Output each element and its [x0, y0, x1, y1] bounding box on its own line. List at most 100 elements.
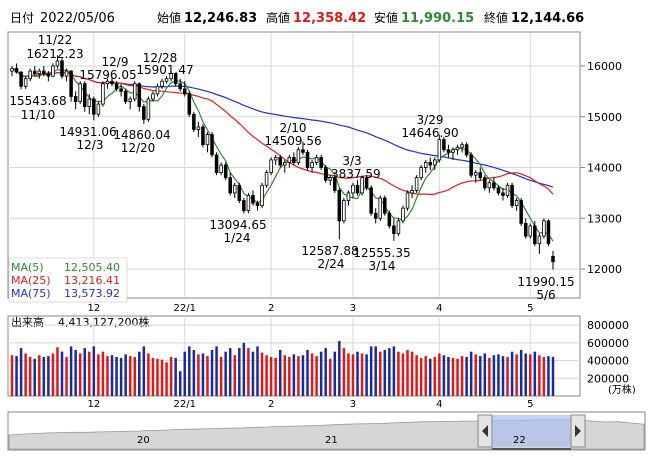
candle-body [505, 184, 510, 196]
volume-bar [242, 342, 246, 396]
high-value: 12,358.42 [293, 11, 366, 26]
volume-bar [383, 349, 387, 396]
candle-body [42, 70, 46, 75]
volume-bar [124, 354, 127, 396]
candle-body [28, 70, 32, 80]
legend-ma5-value: 12,505.40 [64, 261, 120, 274]
volume-bar [74, 349, 77, 396]
volume-bar [415, 355, 418, 396]
candle-body [214, 154, 219, 174]
candle-body [460, 144, 464, 148]
candle-body [305, 151, 310, 168]
candle-body [328, 177, 332, 181]
candle-body [132, 83, 137, 100]
volume-bar [338, 341, 341, 396]
header-bar: 日付 2022/05/06 始値 12,246.83 高値 12,358.42 … [10, 10, 584, 26]
volume-bar [288, 357, 291, 396]
candle-body [383, 197, 387, 214]
annotation-label: 12/3 [77, 138, 104, 152]
volume-bar [69, 346, 73, 396]
volume-label: 出来高 [11, 315, 44, 329]
candle-body [405, 192, 410, 209]
candle-body [101, 83, 105, 105]
candle-body [164, 78, 169, 82]
navigator-right-handle[interactable] [570, 414, 586, 448]
candle-body [369, 187, 373, 214]
close-value: 12,144.66 [511, 11, 584, 26]
volume-bar [215, 346, 218, 396]
volume-bar [224, 351, 227, 396]
navigator-selection[interactable] [492, 415, 571, 447]
candle-body [414, 177, 419, 191]
volume-bar [306, 349, 309, 396]
candle-body [501, 192, 505, 196]
annotation-label: 14646.90 [401, 126, 458, 140]
legend-ma25-value: 13,216.41 [64, 274, 120, 287]
candle-body [273, 156, 278, 161]
price-x-axis: 12 22/1 2 3 4 5 [87, 303, 533, 314]
volume-bar [88, 351, 91, 396]
ma25-line [11, 67, 554, 196]
annotation-label: 2/24 [318, 257, 345, 271]
volume-bar [165, 362, 168, 396]
legend-ma75-label: MA(75) [11, 287, 51, 300]
volume-bar [110, 355, 114, 396]
candle-body [64, 70, 69, 77]
candle-body [533, 225, 537, 245]
candle-body [32, 70, 37, 75]
candle-body [514, 200, 519, 207]
volume-bar [365, 354, 368, 396]
volume-bar [465, 357, 468, 396]
candle-body [423, 162, 428, 168]
volume-bar [519, 349, 523, 396]
candle-body [155, 85, 160, 95]
candle-body [483, 177, 487, 189]
volume-bar [542, 357, 546, 396]
candle-body [242, 200, 246, 212]
volume-bar [228, 348, 232, 396]
candle-body [110, 80, 114, 85]
candle-body [246, 195, 251, 212]
candle-body [69, 70, 73, 97]
candle-body [269, 159, 273, 174]
volume-bar [142, 346, 146, 396]
date-value: 2022/05/06 [40, 11, 115, 26]
volume-bar [328, 358, 332, 396]
candle-body [292, 156, 296, 163]
navigator-left-handle[interactable] [477, 414, 493, 448]
price-axis: 12000 13000 14000 15000 16000 [580, 60, 622, 276]
candle-body [346, 192, 351, 201]
price-x-tick-label: 2 [268, 303, 274, 314]
volume-bar [315, 356, 318, 396]
volume-bar [28, 357, 32, 396]
candle-body [455, 146, 460, 151]
candle-body [519, 200, 523, 224]
volume-bar [78, 353, 82, 396]
candle-body [342, 200, 346, 222]
volume-bar [238, 348, 241, 396]
candle-body [92, 98, 96, 115]
price-x-tick-label: 3 [350, 303, 356, 314]
volume-bar [424, 356, 427, 396]
volume-bar [310, 353, 314, 396]
annotation-label: 14931.06 [59, 125, 116, 139]
volume-x-axis: 12 22/1 2 3 4 5 [87, 399, 533, 410]
annotation-label: 3/14 [369, 259, 396, 273]
annotation-label: 15901.47 [136, 63, 193, 77]
candle-body [546, 220, 551, 245]
candle-body [392, 225, 396, 234]
candle-body [119, 88, 123, 92]
candle-body [528, 225, 533, 237]
volume-bar [188, 346, 191, 396]
volume-tick-label: 400000 [587, 355, 629, 368]
candle-body [23, 78, 28, 87]
volume-bar [547, 356, 550, 396]
candle-body [537, 235, 542, 245]
volume-bar [233, 355, 237, 396]
candle-body [210, 134, 214, 156]
volume-x-tick-label: 4 [436, 399, 442, 410]
legend-ma5-label: MA(5) [11, 261, 44, 274]
price-x-tick-label: 22/1 [174, 303, 196, 314]
candle-body [542, 220, 546, 237]
annotation-label: 11990.15 [517, 275, 574, 289]
